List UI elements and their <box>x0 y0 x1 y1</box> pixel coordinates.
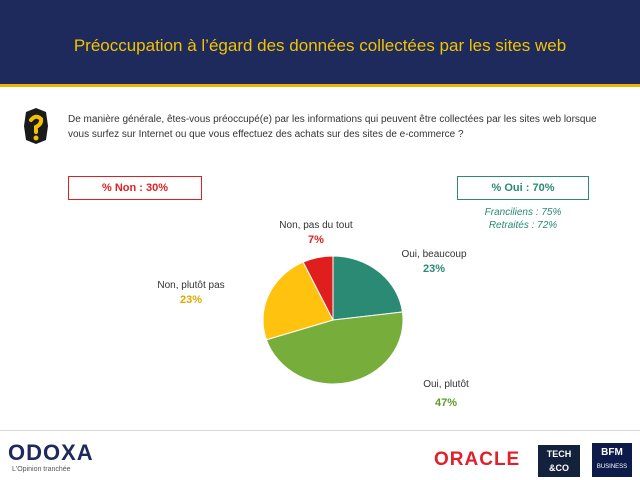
slice-value-oui-beaucoup: 23% <box>423 263 445 275</box>
pie-slice-0 <box>332 255 404 321</box>
footer-divider <box>0 430 640 431</box>
pie-slices <box>262 255 404 385</box>
techco-logo-line-2: &CO <box>549 463 569 473</box>
odoxa-logo: ODOXA <box>8 440 94 465</box>
slice-label-oui-plutot: Oui, plutôt <box>423 379 469 390</box>
question-line-1: De manière générale, êtes-vous préoccupé… <box>68 114 597 125</box>
total-non-box: % Non : 30% <box>68 176 202 200</box>
header-bar: Préoccupation à l’égard des données coll… <box>0 0 640 86</box>
slice-label-non-pas-du-tout: Non, pas du tout <box>279 220 353 231</box>
odoxa-tagline: L'Opinion tranchée <box>12 466 71 473</box>
oui-subgroup-retraites: Retraités : 72% <box>488 220 558 231</box>
page-title: Préoccupation à l’égard des données coll… <box>73 36 567 55</box>
slice-value-non-pas-du-tout: 7% <box>308 234 324 246</box>
pie-slice-3 <box>302 255 334 321</box>
survey-question: De manière générale, êtes-vous préoccupé… <box>68 112 628 142</box>
oracle-logo: ORACLE <box>434 449 521 470</box>
bfm-business-logo: BFM BUSINESS <box>592 443 632 477</box>
slice-value-non-plutot-pas: 23% <box>180 294 202 306</box>
total-oui-box: % Oui : 70% <box>457 176 589 200</box>
slice-value-oui-plutot: 47% <box>435 397 457 409</box>
question-mark-icon <box>24 108 48 144</box>
question-line-2: vous surfez sur Internet ou que vous eff… <box>68 129 464 140</box>
oui-subgroup-franciliens: Franciliens : 75% <box>484 207 562 218</box>
techco-logo-line-1: TECH <box>546 449 572 459</box>
header-accent-line <box>0 84 640 87</box>
techco-logo: TECH &CO <box>538 445 580 477</box>
bfm-logo-line-1: BFM <box>601 447 623 458</box>
pie-slice-2 <box>262 261 334 341</box>
slice-label-oui-beaucoup: Oui, beaucoup <box>401 249 466 260</box>
slice-label-non-plutot-pas: Non, plutôt pas <box>157 280 224 291</box>
bfm-logo-line-2: BUSINESS <box>596 464 628 470</box>
